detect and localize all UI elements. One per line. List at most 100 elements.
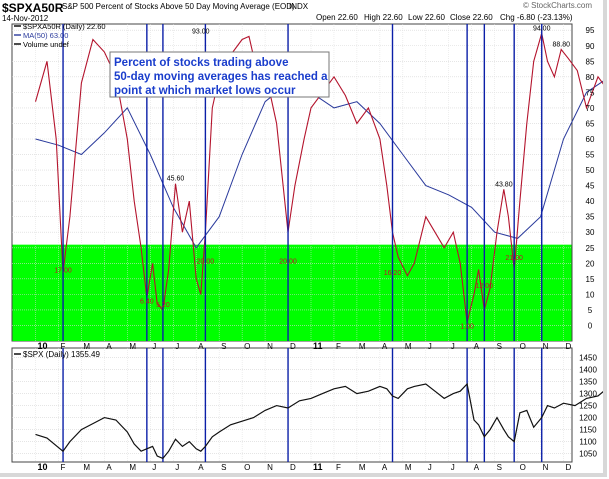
value-label: 94.00 xyxy=(533,25,551,32)
lower-x-tick: N xyxy=(543,463,549,472)
lower-x-tick: 10 xyxy=(38,462,48,472)
upper-x-tick: A xyxy=(106,342,112,351)
chart-svg: 0 5 10 15 20 25 30 35 40 45 50 55 60 65 70 75 80 85 90 95 10… xyxy=(11,22,603,472)
legend-label: MA(50) 63.00 xyxy=(23,31,68,40)
lower-y-tick: 1100 xyxy=(579,438,597,447)
value-label: 43.80 xyxy=(495,181,513,188)
value-label: 20.00 xyxy=(197,258,215,265)
lower-x-tick: O xyxy=(520,463,526,472)
lower-x-tick: M xyxy=(359,463,366,472)
lower-y-tick: 1200 xyxy=(579,414,597,423)
value-label: 12.00 xyxy=(476,283,494,290)
upper-y-tick: 35 xyxy=(586,213,595,222)
annotation-text: point at which market lows occur xyxy=(114,85,296,97)
upper-y-tick: 80 xyxy=(586,73,595,82)
value-label: 45.60 xyxy=(167,176,185,183)
header-description: S&P 500 Percent of Stocks Above 50 Day M… xyxy=(62,2,295,11)
oversold-zone xyxy=(12,244,572,341)
lower-x-tick: D xyxy=(566,463,572,472)
upper-y-tick: 90 xyxy=(586,42,595,51)
upper-y-tick: 65 xyxy=(586,119,595,128)
lower-x-tick: M xyxy=(83,463,90,472)
lower-x-tick: S xyxy=(221,463,226,472)
value-label: 1.00 xyxy=(460,323,474,330)
upper-x-tick: M xyxy=(129,342,136,351)
ma50-line xyxy=(35,80,603,249)
upper-y-tick: 5 xyxy=(588,306,593,315)
upper-x-tick: J xyxy=(451,342,455,351)
upper-y-tick: 75 xyxy=(586,88,595,97)
upper-y-tick: 50 xyxy=(586,166,595,175)
value-label: 21.00 xyxy=(505,255,523,262)
lower-x-tick: J xyxy=(428,463,432,472)
spxa50r-line xyxy=(34,33,603,323)
lower-x-tick: O xyxy=(244,463,250,472)
upper-x-tick: O xyxy=(244,342,250,351)
upper-y-tick: 95 xyxy=(586,26,595,35)
upper-x-tick: S xyxy=(497,342,502,351)
upper-y-tick: 15 xyxy=(586,275,595,284)
upper-x-tick: D xyxy=(566,342,572,351)
lower-legend-label: $SPX (Daily) 1355.49 xyxy=(23,350,100,359)
upper-y-tick: 85 xyxy=(586,57,595,66)
lower-x-tick: F xyxy=(336,463,341,472)
upper-x-tick: A xyxy=(382,342,388,351)
lower-x-tick: D xyxy=(290,463,296,472)
lower-x-tick: N xyxy=(267,463,273,472)
upper-y-tick: 40 xyxy=(586,197,595,206)
header-high: High 22.60 xyxy=(364,13,403,22)
lower-x-tick: A xyxy=(382,463,388,472)
upper-y-tick: 25 xyxy=(586,244,595,253)
upper-x-tick: J xyxy=(175,342,179,351)
upper-y-tick: 55 xyxy=(586,151,595,160)
header-low: Low 22.60 xyxy=(408,13,445,22)
upper-x-tick: M xyxy=(405,342,412,351)
lower-x-tick: J xyxy=(175,463,179,472)
upper-y-tick: 70 xyxy=(586,104,595,113)
lower-x-tick: F xyxy=(60,463,65,472)
value-label: 6.40 xyxy=(140,299,154,306)
watermark: © StockCharts.com xyxy=(523,1,593,10)
lower-x-tick: M xyxy=(129,463,136,472)
upper-y-tick: 60 xyxy=(586,135,595,144)
upper-x-tick: D xyxy=(290,342,296,351)
upper-x-tick: S xyxy=(221,342,226,351)
lower-x-tick: A xyxy=(198,463,204,472)
annotation-box xyxy=(109,51,330,98)
lower-x-tick: A xyxy=(474,463,480,472)
header-symbol: $SPXA50R xyxy=(2,1,64,15)
header-exchange: INDX xyxy=(289,2,309,11)
header-close: Close 22.60 xyxy=(450,13,493,22)
lower-y-tick: 1300 xyxy=(579,390,597,399)
upper-x-tick: N xyxy=(543,342,549,351)
upper-x-tick: J xyxy=(428,342,432,351)
value-label: 17.00 xyxy=(54,268,72,275)
lower-x-tick: J xyxy=(152,463,156,472)
lower-x-tick: M xyxy=(405,463,412,472)
upper-y-tick: 45 xyxy=(586,182,595,191)
spx-line xyxy=(35,382,603,460)
legend-label: $SPXA50R (Daily) 22.60 xyxy=(23,22,106,31)
lower-y-tick: 1350 xyxy=(579,378,597,387)
upper-x-tick: J xyxy=(152,342,156,351)
lower-x-tick: S xyxy=(497,463,502,472)
upper-y-tick: 10 xyxy=(586,290,595,299)
upper-x-tick: 11 xyxy=(313,341,323,351)
header-open: Open 22.60 xyxy=(316,13,358,22)
lower-y-tick: 1250 xyxy=(579,402,597,411)
value-label: 88.80 xyxy=(552,41,570,48)
lower-y-tick: 1400 xyxy=(579,366,597,375)
upper-x-tick: F xyxy=(336,342,341,351)
annotation-text: 50-day moving averages has reached a xyxy=(114,71,328,83)
upper-x-tick: A xyxy=(474,342,480,351)
lower-x-tick: J xyxy=(451,463,455,472)
upper-x-tick: F xyxy=(60,342,65,351)
upper-x-tick: M xyxy=(359,342,366,351)
value-label: 93.00 xyxy=(192,28,210,35)
lower-y-tick: 1150 xyxy=(579,426,597,435)
legend-label: Volume undef xyxy=(23,40,70,49)
upper-x-tick: M xyxy=(83,342,90,351)
upper-x-tick: A xyxy=(198,342,204,351)
value-label: 20.00 xyxy=(279,258,297,265)
